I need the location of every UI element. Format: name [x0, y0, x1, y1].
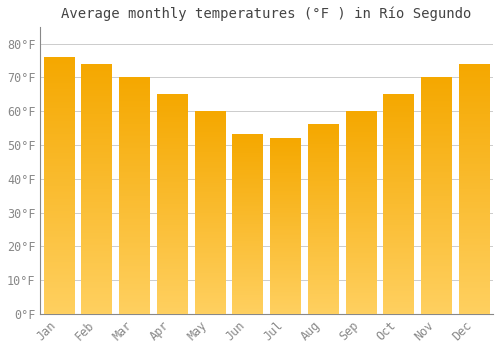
Title: Average monthly temperatures (°F ) in Río Segundo: Average monthly temperatures (°F ) in Rí… [62, 7, 472, 21]
